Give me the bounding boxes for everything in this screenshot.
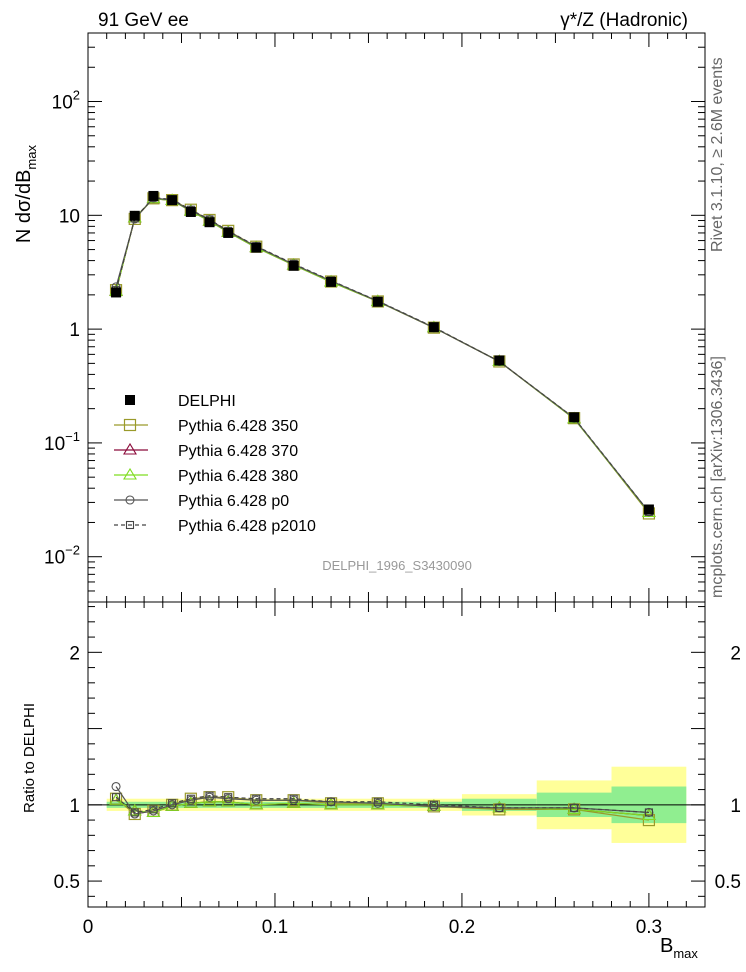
ratio-ytick-label-right: 2 [730, 643, 741, 664]
ratio-point-4-11 [429, 800, 438, 809]
legend-marker-4 [125, 495, 135, 505]
ratio-ytick-label-right: 1 [730, 796, 741, 817]
legend-label-4: Pythia 6.428 p0 [178, 493, 289, 510]
main-point-0-6 [223, 227, 234, 238]
ratio-point-4-2 [149, 805, 158, 814]
main-point-0-7 [251, 242, 262, 253]
main-point-0-9 [326, 276, 337, 287]
main-point-0-8 [288, 260, 299, 271]
ratio-point-4-12 [495, 803, 504, 812]
ratio-ylabel: Ratio to DELPHI [21, 703, 38, 813]
legend: DELPHI Pythia 6.428 350 Pythia 6.428 370 Py… [114, 393, 316, 535]
legend-marker-1 [123, 418, 137, 432]
main-ytick-label-exp: 2 [73, 88, 80, 103]
legend-marker-3 [123, 467, 137, 480]
ratio-series-line-4 [115, 795, 649, 814]
ratio-panel: 0 0.1 0.2 0.3 2 2 1 1 0.5 0.5 [54, 601, 741, 938]
main-series-line-5 [115, 197, 650, 513]
legend-label-5: Pythia 6.428 p2010 [178, 518, 316, 535]
main-point-0-10 [372, 296, 383, 307]
main-ylabel: N dσ/dBmax [13, 145, 39, 244]
ratio-ytick-label-right: 0.5 [715, 872, 741, 893]
main-ytick-label: 102 [52, 88, 80, 114]
main-ytick-label: 10−1 [44, 429, 80, 455]
ratio-ytick-label-left: 0.5 [54, 872, 80, 893]
ratio-point-0-14 [642, 813, 656, 827]
ratio-point-2-5 [202, 794, 217, 807]
header-left-label: 91 GeV ee [98, 10, 189, 31]
xlabel: Bmax [660, 935, 698, 961]
ratio-point-4-1 [130, 808, 139, 817]
main-point-0-11 [428, 322, 439, 333]
ratio-point-4-9 [327, 797, 336, 806]
ratio-ytick-label-left: 1 [69, 796, 80, 817]
ratio-series-line-3 [115, 786, 649, 815]
main-point-0-2 [148, 190, 159, 201]
header-right-label: γ*/Z (Hadronic) [560, 10, 688, 31]
main-ytick-label-base: 10 [59, 206, 80, 227]
main-ytick-label: 1 [69, 320, 80, 341]
ratio-point-4-8 [289, 794, 298, 803]
legend-label-0: DELPHI [178, 393, 236, 410]
main-ytick-label-base: 10 [44, 434, 65, 455]
main-ytick-label: 10−2 [44, 543, 80, 569]
main-point-0-3 [167, 195, 178, 206]
ratio-point-4-13 [570, 803, 579, 812]
ratio-point-3-0 [111, 781, 121, 792]
main-frame [87, 32, 706, 603]
x-tick-label: 0 [83, 917, 94, 938]
legend-marker-2 [123, 442, 137, 455]
main-ytick-label-base: 1 [69, 320, 80, 341]
ratio-ytick-label-left: 2 [69, 643, 80, 664]
legend-label-2: Pythia 6.428 370 [178, 443, 298, 460]
ratio-point-4-5 [205, 791, 214, 800]
ratio-point-4-14 [644, 808, 653, 817]
main-point-0-12 [494, 355, 505, 366]
main-ylabel-subscript: max [24, 145, 39, 170]
main-point-0-4 [185, 206, 196, 217]
ratio-frame [87, 601, 706, 908]
legend-label-3: Pythia 6.428 380 [178, 468, 298, 485]
main-ytick-label-base: 10 [44, 548, 65, 569]
main-series-line-4 [115, 197, 650, 513]
xlabel-text: B [660, 935, 673, 957]
ratio-point-4-3 [168, 799, 177, 808]
main-point-0-0 [111, 287, 122, 298]
main-point-0-14 [643, 504, 654, 515]
legend-marker-5 [125, 520, 135, 530]
main-series-line-1 [115, 197, 650, 514]
main-point-0-13 [569, 412, 580, 423]
analysis-watermark: DELPHI_1996_S3430090 [322, 558, 472, 573]
main-ytick-label-base: 10 [52, 93, 73, 114]
xlabel-subscript: max [673, 946, 698, 961]
legend-marker-0 [125, 395, 135, 405]
x-tick-label: 0.2 [449, 917, 475, 938]
x-tick-label: 0.1 [262, 917, 288, 938]
legend-label-1: Pythia 6.428 350 [178, 418, 298, 435]
main-series-line-3 [115, 198, 650, 513]
ratio-point-4-4 [186, 794, 195, 803]
main-ytick-label: 10 [59, 206, 80, 227]
mcplots-side-label: mcplots.cern.ch [arXiv:1306.3436] [709, 356, 726, 598]
main-point-0-1 [129, 210, 140, 221]
x-tick-label: 0.3 [636, 917, 662, 938]
main-series-line-2 [115, 198, 650, 513]
ratio-point-4-10 [373, 797, 382, 806]
main-ylabel-text: N dσ/dB [13, 170, 35, 244]
main-ytick-label-exp: −1 [65, 429, 80, 444]
ratio-point-4-7 [252, 794, 261, 803]
ratio-point-4-6 [224, 793, 233, 802]
ratio-point-2-7 [249, 797, 264, 810]
main-point-0-5 [204, 217, 215, 228]
rivet-side-label: Rivet 3.1.10, ≥ 2.6M events [709, 57, 726, 252]
main-ytick-label-exp: −2 [65, 543, 80, 558]
ratio-point-4-0 [111, 793, 121, 802]
